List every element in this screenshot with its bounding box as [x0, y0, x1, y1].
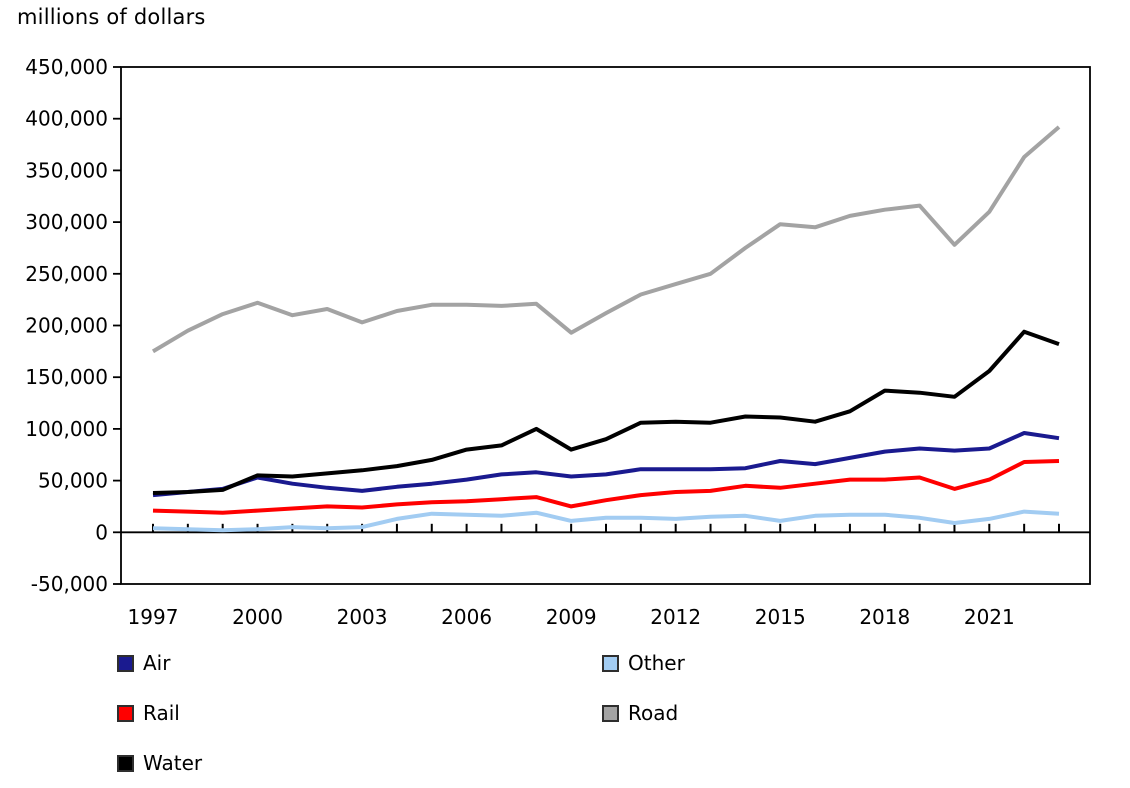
series-line-road	[151, 125, 1061, 354]
series-line-water	[152, 329, 1060, 495]
x-axis-label: 1997	[128, 605, 179, 629]
x-axis-label: 2018	[859, 605, 910, 629]
legend-item-water: Water	[117, 751, 203, 775]
legend-item-other: Other	[602, 651, 685, 675]
legend-item-rail: Rail	[117, 701, 180, 725]
y-axis-label: 100,000	[25, 417, 108, 441]
legend-swatch-road	[602, 704, 619, 722]
legend-label-air: Air	[143, 651, 171, 675]
x-axis-label: 2015	[755, 605, 806, 629]
legend-label-water: Water	[143, 751, 203, 775]
legend-label-other: Other	[628, 651, 685, 675]
legend-swatch-water	[117, 754, 134, 772]
x-axis-label: 2003	[337, 605, 388, 629]
x-axis-label: 2000	[232, 605, 283, 629]
series-line-air	[152, 431, 1060, 498]
y-axis-label: 400,000	[25, 107, 108, 131]
x-axis-label: 2009	[546, 605, 597, 629]
y-axis-label: 50,000	[38, 469, 108, 493]
y-axis-label: 150,000	[25, 365, 108, 389]
y-axis-label: 0	[95, 520, 108, 544]
legend-label-rail: Rail	[143, 701, 180, 725]
y-axis-label: 200,000	[25, 314, 108, 338]
legend-item-road: Road	[602, 701, 679, 725]
y-axis-label: 300,000	[25, 210, 108, 234]
legend-swatch-other	[602, 654, 619, 672]
y-axis-label: 350,000	[25, 158, 108, 182]
plot-frame	[120, 66, 1091, 585]
x-axis-label: 2021	[964, 605, 1015, 629]
x-axis-label: 2012	[650, 605, 701, 629]
y-axis-label: -50,000	[31, 572, 108, 596]
y-axis-label: 450,000	[25, 55, 108, 79]
legend-item-air: Air	[117, 651, 171, 675]
series-line-other	[152, 509, 1060, 533]
series-line-rail	[152, 459, 1060, 515]
y-axis-label: 250,000	[25, 262, 108, 286]
legend-swatch-air	[117, 654, 134, 672]
line-chart-canvas: 450,000 400,000 350,000 300,000 250,000 200,0…	[25, 55, 1091, 629]
legend-swatch-rail	[117, 704, 134, 722]
chart-title: millions of dollars	[17, 5, 206, 29]
legend-label-road: Road	[628, 701, 679, 725]
x-axis-label: 2006	[441, 605, 492, 629]
